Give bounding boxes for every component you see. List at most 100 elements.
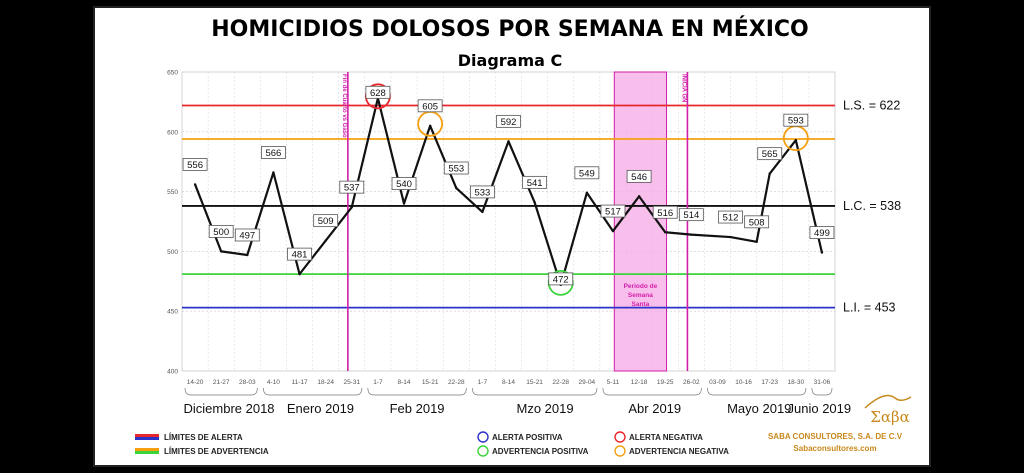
data-point [729, 235, 732, 239]
data-label-text: 514 [683, 210, 699, 221]
data-label-box [469, 185, 495, 199]
data-label: 514 [678, 208, 704, 222]
data-label: 500 [208, 224, 234, 238]
legend-swatch [135, 437, 159, 440]
x-tick-label: 12-18 [631, 379, 648, 386]
legend-entry: ALERTA POSITIVA [477, 431, 563, 443]
data-label-text: 497 [239, 230, 255, 241]
data-label: 516 [652, 205, 678, 219]
data-label: 499 [809, 226, 835, 239]
chart-title: HOMICIDIOS DOLOSOS POR SEMANA EN MÉXICO [211, 16, 808, 42]
data-label-text: 516 [657, 208, 673, 219]
y-tick-label: 400 [167, 369, 178, 376]
x-tick-label: 29-04 [579, 379, 596, 386]
data-point [637, 195, 641, 198]
data-label: 533 [469, 185, 495, 199]
data-label-text: 472 [553, 274, 569, 285]
month-bracket [811, 387, 833, 396]
data-label-text: 605 [422, 101, 438, 112]
data-label: 481 [287, 247, 312, 261]
data-labels-layer: 556 500 497 566 481 509 537 628 540 605 553 533 592 5… [182, 85, 835, 286]
x-tick-label: 15-21 [526, 379, 543, 386]
month-bracket [263, 387, 363, 396]
month-label: Mzo 2019 [517, 401, 574, 416]
legend-marker [477, 431, 489, 443]
data-label-text: 549 [579, 168, 595, 179]
data-label: 593 [783, 113, 809, 127]
data-label-box [391, 177, 417, 190]
data-label-text: 533 [474, 187, 490, 198]
data-point [298, 272, 301, 276]
legend-swatch [135, 448, 159, 451]
vertical-marker-label: INICIA GN [680, 74, 686, 102]
data-label: 605 [417, 99, 443, 112]
company-website: Sabaconsultores.com [793, 444, 876, 453]
logo-mark [864, 394, 912, 409]
legend-entry: ADVERTENCIA POSITIVA [477, 445, 589, 457]
legend: LÍMITES DE ALERTA LÍMITES DE ADVERTENCIA A… [135, 431, 729, 457]
data-label-box [496, 114, 521, 128]
band-label-line: Semana [628, 292, 653, 299]
legend-marker [477, 445, 489, 457]
data-label-box [783, 113, 809, 127]
data-point [820, 251, 824, 254]
x-tick-label: 18-24 [317, 379, 334, 386]
legend-label: ALERTA POSITIVA [492, 433, 563, 442]
data-label-box [443, 161, 469, 175]
data-label-text: 508 [749, 217, 765, 228]
x-tick-label: 5-11 [607, 379, 620, 386]
x-tick-label: 14-20 [187, 379, 204, 386]
data-label: 472 [548, 272, 574, 286]
legend-label: LÍMITES DE ALERTA [164, 433, 243, 442]
data-label-text: 500 [213, 227, 229, 238]
data-label: 540 [391, 177, 417, 190]
chart-subtitle: Diagrama C [458, 51, 562, 70]
data-label-box [626, 169, 652, 183]
data-label-box [182, 158, 208, 171]
vertical-markers-layer: Fin de Cuarto vs Gaso INICIA GN [341, 72, 689, 371]
data-label: 628 [365, 85, 391, 99]
data-point [350, 205, 353, 209]
x-tick-label: 4-10 [267, 379, 280, 386]
data-label: 553 [443, 161, 469, 175]
data-label-text: 566 [265, 148, 281, 159]
data-label-box [548, 272, 574, 286]
data-label-text: 593 [788, 116, 804, 127]
legend-entry: LÍMITES DE ADVERTENCIA [135, 447, 269, 456]
month-label: Abr 2019 [628, 401, 681, 416]
data-label: 509 [313, 214, 339, 227]
logo-text: Σαβα [870, 408, 910, 426]
x-tick-label: 8-14 [398, 379, 411, 386]
branding: Σαβα SABA CONSULTORES, S.A. DE C.V Sabacon… [768, 394, 912, 453]
band-label-line: Periodo de [624, 283, 658, 290]
month-label: Mayo 2019 [727, 401, 791, 416]
data-point [402, 202, 406, 205]
chart-frame: HOMICIDIOS DOLOSOS POR SEMANA EN MÉXICO … [93, 6, 931, 467]
band-label-line: Santa [632, 301, 650, 308]
reference-lines-layer: L.S. = 622 L.C. = 538 L.I. = 453 [182, 98, 901, 315]
x-tick-label: 15-21 [422, 379, 439, 386]
data-label: 592 [496, 114, 521, 128]
reference-label-ls: L.S. = 622 [843, 98, 900, 112]
x-tick-label: 26-02 [683, 379, 700, 386]
data-label-box [757, 147, 783, 161]
x-tick-label: 22-28 [552, 379, 569, 386]
data-point [428, 124, 432, 128]
reference-label-li: L.I. = 453 [843, 301, 896, 315]
data-point [768, 172, 771, 175]
legend-marker [614, 445, 626, 457]
data-label: 549 [574, 166, 600, 179]
x-tick-label: 28-03 [239, 379, 256, 386]
reference-label-lc: L.C. = 538 [843, 199, 901, 213]
data-label-box [678, 208, 704, 222]
data-point [272, 171, 275, 174]
x-tick-label: 31-06 [814, 379, 831, 386]
data-label-box [261, 146, 286, 159]
x-tick-label: 25-31 [343, 379, 360, 386]
month-bracket [367, 387, 467, 396]
data-point [533, 201, 536, 204]
control-chart: HOMICIDIOS DOLOSOS POR SEMANA EN MÉXICO … [135, 16, 912, 457]
vertical-marker-label: Fin de Cuarto vs Gaso [341, 74, 347, 138]
data-label-box [522, 175, 548, 189]
data-label-text: 592 [501, 117, 517, 128]
